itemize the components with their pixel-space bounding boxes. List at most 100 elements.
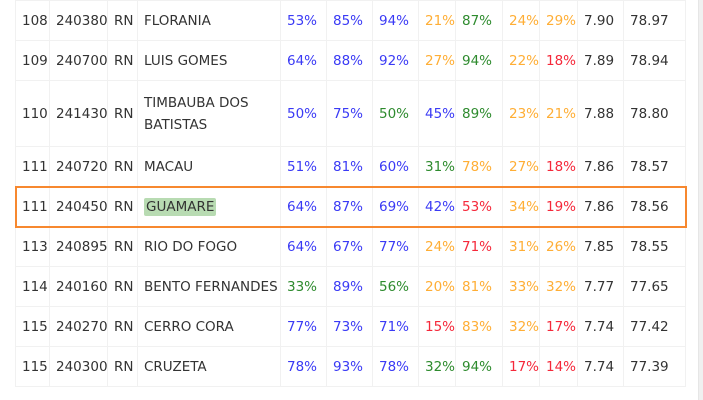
- total-cell: 78.57: [623, 146, 686, 187]
- percent-cell: 56%: [372, 266, 419, 307]
- total-cell: 78.97: [623, 0, 686, 41]
- total-cell: 78.55: [623, 226, 686, 267]
- scrollbar[interactable]: [698, 0, 703, 400]
- rank-cell: 111: [15, 186, 50, 227]
- code-cell: 240700: [49, 40, 108, 81]
- percent-cell: 78%: [372, 346, 419, 387]
- table-row[interactable]: 114 240160 RN BENTO FERNANDES 33% 89% 56% 20% 81…: [15, 266, 686, 307]
- percent-cell: 20%: [418, 266, 456, 307]
- percent-cell: 19%: [539, 186, 578, 227]
- percent-cell: 24%: [418, 226, 456, 267]
- state-cell: RN: [107, 306, 138, 347]
- total-cell: 77.42: [623, 306, 686, 347]
- percent-cell: 17%: [539, 306, 578, 347]
- percent-cell: 73%: [326, 306, 373, 347]
- state-cell: RN: [107, 186, 138, 227]
- score-cell: 7.86: [577, 146, 624, 187]
- percent-cell: 87%: [326, 186, 373, 227]
- rank-cell: 108: [15, 0, 50, 41]
- table-row[interactable]: 108 240380 RN FLORANIA 53% 85% 94% 21% 87% 24% 29%…: [15, 0, 686, 41]
- percent-cell: 60%: [372, 146, 419, 187]
- percent-cell: 81%: [455, 266, 503, 307]
- table-row[interactable]: 110 241430 RN TIMBAUBA DOS BATISTAS 50% 75% 50…: [15, 80, 686, 147]
- score-cell: 7.86: [577, 186, 624, 227]
- percent-cell: 32%: [418, 346, 456, 387]
- rank-cell: 109: [15, 40, 50, 81]
- table-row[interactable]: 115 240270 RN CERRO CORA 77% 73% 71% 15% 83% 32% 1…: [15, 306, 686, 347]
- percent-cell: 31%: [418, 146, 456, 187]
- percent-cell: 93%: [326, 346, 373, 387]
- name-cell: CRUZETA: [137, 346, 281, 387]
- name-cell: FLORANIA: [137, 0, 281, 41]
- score-cell: 7.74: [577, 346, 624, 387]
- percent-cell: 69%: [372, 186, 419, 227]
- table-row[interactable]: 113 240895 RN RIO DO FOGO 64% 67% 77% 24% 71% 31%…: [15, 226, 686, 267]
- score-cell: 7.85: [577, 226, 624, 267]
- percent-cell: 75%: [326, 80, 373, 147]
- state-cell: RN: [107, 346, 138, 387]
- total-cell: 78.56: [623, 186, 686, 227]
- state-cell: RN: [107, 80, 138, 147]
- percent-cell: 81%: [326, 146, 373, 187]
- total-cell: 78.94: [623, 40, 686, 81]
- score-cell: 7.77: [577, 266, 624, 307]
- percent-cell: 17%: [502, 346, 540, 387]
- percent-cell: 87%: [455, 0, 503, 41]
- name-cell: LUIS GOMES: [137, 40, 281, 81]
- percent-cell: 50%: [372, 80, 419, 147]
- state-cell: RN: [107, 146, 138, 187]
- score-cell: 7.90: [577, 0, 624, 41]
- percent-cell: 64%: [280, 186, 327, 227]
- percent-cell: 27%: [418, 40, 456, 81]
- name-cell: RIO DO FOGO: [137, 226, 281, 267]
- percent-cell: 27%: [502, 146, 540, 187]
- percent-cell: 21%: [539, 80, 578, 147]
- code-cell: 240450: [49, 186, 108, 227]
- code-cell: 241430: [49, 80, 108, 147]
- percent-cell: 78%: [455, 146, 503, 187]
- name-cell: BENTO FERNANDES: [137, 266, 281, 307]
- code-cell: 240270: [49, 306, 108, 347]
- rank-cell: 111: [15, 146, 50, 187]
- code-cell: 240380: [49, 0, 108, 41]
- state-cell: RN: [107, 266, 138, 307]
- percent-cell: 64%: [280, 40, 327, 81]
- code-cell: 240300: [49, 346, 108, 387]
- percent-cell: 34%: [502, 186, 540, 227]
- percent-cell: 92%: [372, 40, 419, 81]
- percent-cell: 24%: [502, 0, 540, 41]
- rank-cell: 115: [15, 346, 50, 387]
- state-cell: RN: [107, 40, 138, 81]
- percent-cell: 22%: [502, 40, 540, 81]
- percent-cell: 51%: [280, 146, 327, 187]
- total-cell: 77.65: [623, 266, 686, 307]
- percent-cell: 71%: [455, 226, 503, 267]
- percent-cell: 53%: [455, 186, 503, 227]
- percent-cell: 18%: [539, 146, 578, 187]
- name-cell: MACAU: [137, 146, 281, 187]
- percent-cell: 29%: [539, 0, 578, 41]
- table-row[interactable]: 109 240700 RN LUIS GOMES 64% 88% 92% 27% 94% 22% 1…: [15, 40, 686, 81]
- percent-cell: 77%: [280, 306, 327, 347]
- percent-cell: 21%: [418, 0, 456, 41]
- ranking-table: 108 240380 RN FLORANIA 53% 85% 94% 21% 87% 24% 29%…: [14, 0, 687, 387]
- percent-cell: 89%: [455, 80, 503, 147]
- table-row[interactable]: 111 240720 RN MACAU 51% 81% 60% 31% 78% 27% 18% 7.8…: [15, 146, 686, 187]
- table-row[interactable]: 115 240300 RN CRUZETA 78% 93% 78% 32% 94% 17% 14% 7…: [15, 346, 686, 387]
- percent-cell: 89%: [326, 266, 373, 307]
- name-cell: TIMBAUBA DOS BATISTAS: [137, 80, 281, 147]
- percent-cell: 23%: [502, 80, 540, 147]
- percent-cell: 50%: [280, 80, 327, 147]
- percent-cell: 67%: [326, 226, 373, 267]
- rank-cell: 114: [15, 266, 50, 307]
- name-cell: CERRO CORA: [137, 306, 281, 347]
- percent-cell: 94%: [455, 40, 503, 81]
- state-cell: RN: [107, 226, 138, 267]
- percent-cell: 32%: [539, 266, 578, 307]
- total-cell: 78.80: [623, 80, 686, 147]
- highlighted-name: GUAMARE: [144, 197, 217, 216]
- percent-cell: 88%: [326, 40, 373, 81]
- name-cell: GUAMARE: [137, 186, 281, 227]
- table-row[interactable]: 111 240450 RN GUAMARE 64% 87% 69% 42% 53% 34% 19% 7…: [14, 185, 687, 228]
- code-cell: 240160: [49, 266, 108, 307]
